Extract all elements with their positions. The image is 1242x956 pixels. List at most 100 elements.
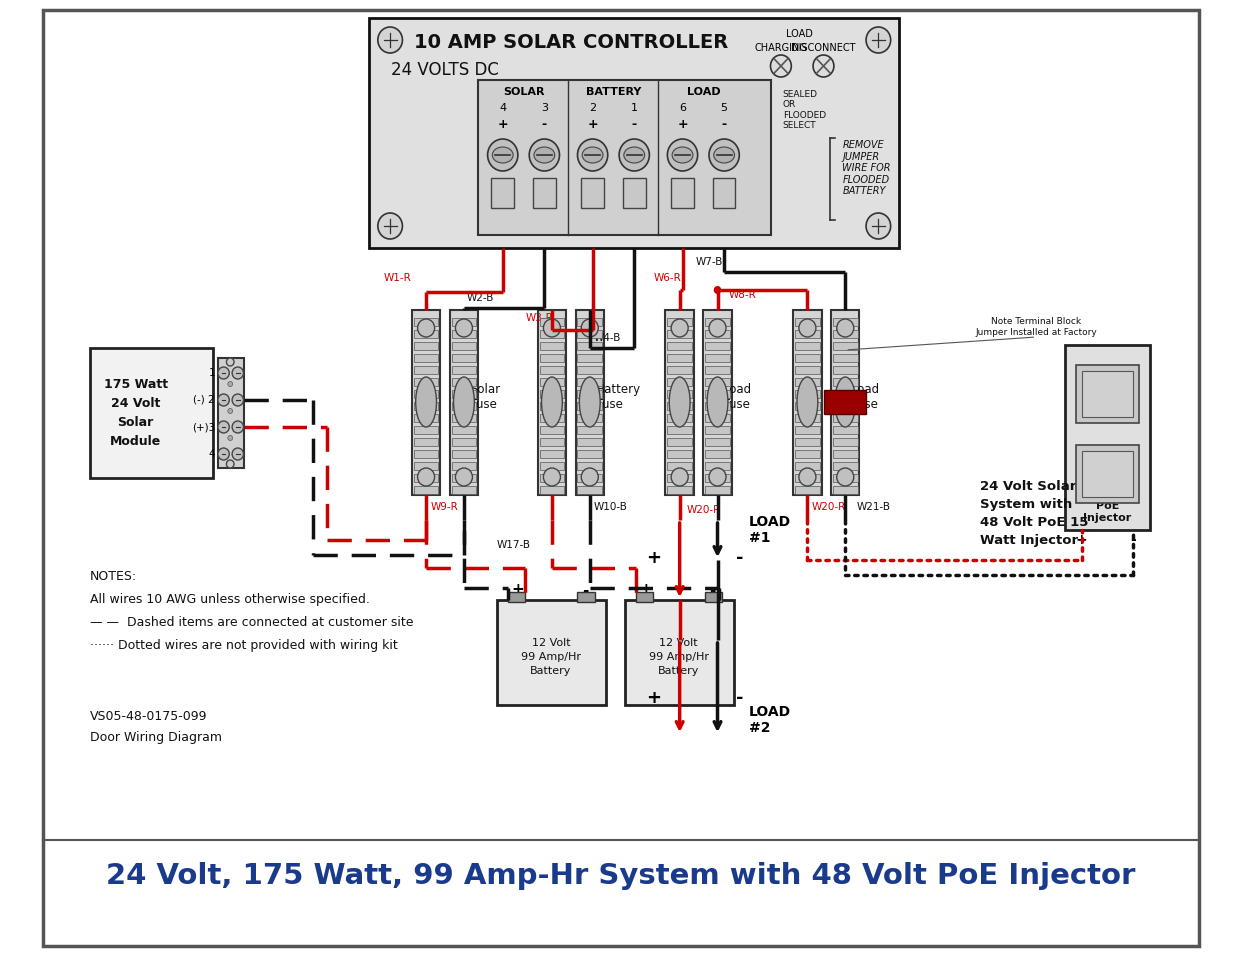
- FancyBboxPatch shape: [705, 342, 730, 350]
- FancyBboxPatch shape: [833, 462, 857, 470]
- Text: REMOVE
JUMPER
WIRE FOR
FLOODED
BATTERY: REMOVE JUMPER WIRE FOR FLOODED BATTERY: [842, 140, 891, 196]
- Text: Load
Fuse: Load Fuse: [852, 383, 881, 411]
- FancyBboxPatch shape: [667, 486, 692, 494]
- FancyBboxPatch shape: [667, 402, 692, 410]
- FancyBboxPatch shape: [1082, 451, 1133, 497]
- FancyBboxPatch shape: [833, 438, 857, 446]
- FancyBboxPatch shape: [705, 450, 730, 458]
- Circle shape: [814, 55, 833, 77]
- Ellipse shape: [835, 377, 856, 427]
- Text: LOAD: LOAD: [786, 29, 814, 39]
- FancyBboxPatch shape: [795, 462, 820, 470]
- Circle shape: [671, 468, 688, 486]
- FancyBboxPatch shape: [414, 426, 438, 434]
- Text: +: +: [497, 118, 508, 131]
- FancyBboxPatch shape: [414, 330, 438, 338]
- FancyBboxPatch shape: [833, 402, 857, 410]
- Circle shape: [770, 55, 791, 77]
- FancyBboxPatch shape: [578, 354, 602, 362]
- FancyBboxPatch shape: [412, 310, 440, 495]
- FancyBboxPatch shape: [539, 354, 564, 362]
- FancyBboxPatch shape: [539, 486, 564, 494]
- Text: BATTERY: BATTERY: [586, 87, 641, 97]
- FancyBboxPatch shape: [414, 462, 438, 470]
- Text: 5: 5: [720, 103, 728, 113]
- FancyBboxPatch shape: [452, 318, 476, 326]
- FancyBboxPatch shape: [539, 402, 564, 410]
- FancyBboxPatch shape: [539, 390, 564, 398]
- Text: +: +: [587, 118, 597, 131]
- Ellipse shape: [672, 147, 693, 163]
- FancyBboxPatch shape: [833, 342, 857, 350]
- Ellipse shape: [797, 377, 817, 427]
- Circle shape: [227, 381, 232, 386]
- Text: -: -: [542, 118, 546, 131]
- FancyBboxPatch shape: [578, 390, 602, 398]
- FancyBboxPatch shape: [452, 426, 476, 434]
- Text: +: +: [647, 689, 662, 707]
- Text: LOAD: LOAD: [687, 87, 720, 97]
- FancyBboxPatch shape: [578, 450, 602, 458]
- Text: 24 VOLTS DC: 24 VOLTS DC: [391, 61, 499, 79]
- FancyBboxPatch shape: [452, 450, 476, 458]
- Circle shape: [417, 468, 435, 486]
- FancyBboxPatch shape: [452, 438, 476, 446]
- Circle shape: [671, 319, 688, 337]
- Text: PoE
Injector: PoE Injector: [1083, 501, 1131, 523]
- Circle shape: [226, 460, 233, 468]
- FancyBboxPatch shape: [539, 378, 564, 386]
- Text: +: +: [512, 582, 524, 598]
- Circle shape: [837, 319, 853, 337]
- FancyBboxPatch shape: [833, 486, 857, 494]
- Circle shape: [378, 213, 402, 239]
- FancyBboxPatch shape: [705, 366, 730, 374]
- Circle shape: [799, 468, 816, 486]
- FancyBboxPatch shape: [452, 414, 476, 422]
- FancyBboxPatch shape: [539, 318, 564, 326]
- FancyBboxPatch shape: [795, 450, 820, 458]
- Circle shape: [217, 367, 230, 379]
- Circle shape: [578, 139, 607, 171]
- Circle shape: [456, 468, 472, 486]
- FancyBboxPatch shape: [795, 438, 820, 446]
- FancyBboxPatch shape: [414, 474, 438, 482]
- FancyBboxPatch shape: [795, 330, 820, 338]
- Circle shape: [217, 394, 230, 406]
- FancyBboxPatch shape: [833, 366, 857, 374]
- FancyBboxPatch shape: [452, 366, 476, 374]
- FancyBboxPatch shape: [833, 378, 857, 386]
- FancyBboxPatch shape: [578, 426, 602, 434]
- Text: CHARGING: CHARGING: [754, 43, 807, 53]
- Text: 2: 2: [589, 103, 596, 113]
- Text: +: +: [677, 118, 688, 131]
- FancyBboxPatch shape: [833, 318, 857, 326]
- FancyBboxPatch shape: [539, 474, 564, 482]
- FancyBboxPatch shape: [452, 330, 476, 338]
- Text: -: -: [632, 118, 637, 131]
- Circle shape: [709, 319, 727, 337]
- Text: VS05-48-0175-099
Door Wiring Diagram: VS05-48-0175-099 Door Wiring Diagram: [91, 710, 222, 744]
- FancyBboxPatch shape: [703, 310, 732, 495]
- Text: +: +: [647, 549, 662, 567]
- FancyBboxPatch shape: [795, 354, 820, 362]
- FancyBboxPatch shape: [539, 426, 564, 434]
- FancyBboxPatch shape: [578, 414, 602, 422]
- Circle shape: [837, 468, 853, 486]
- FancyBboxPatch shape: [667, 366, 692, 374]
- Text: (-) 2: (-) 2: [194, 395, 215, 405]
- FancyBboxPatch shape: [667, 474, 692, 482]
- FancyBboxPatch shape: [533, 178, 555, 208]
- FancyBboxPatch shape: [452, 402, 476, 410]
- Text: W21-B: W21-B: [857, 502, 891, 512]
- Text: (+)3: (+)3: [191, 422, 215, 432]
- FancyBboxPatch shape: [414, 354, 438, 362]
- FancyBboxPatch shape: [91, 348, 214, 478]
- Text: -: -: [735, 549, 743, 567]
- FancyBboxPatch shape: [581, 178, 604, 208]
- Text: 24 Volt Solar
System with
48 Volt PoE 15
Watt Injector: 24 Volt Solar System with 48 Volt PoE 15…: [980, 480, 1088, 547]
- Circle shape: [866, 213, 891, 239]
- FancyBboxPatch shape: [667, 390, 692, 398]
- Text: SEALED
OR
FLOODED
SELECT: SEALED OR FLOODED SELECT: [782, 90, 826, 130]
- Text: 175 Watt
24 Volt
Solar
Module: 175 Watt 24 Volt Solar Module: [103, 378, 168, 448]
- FancyBboxPatch shape: [1082, 371, 1133, 417]
